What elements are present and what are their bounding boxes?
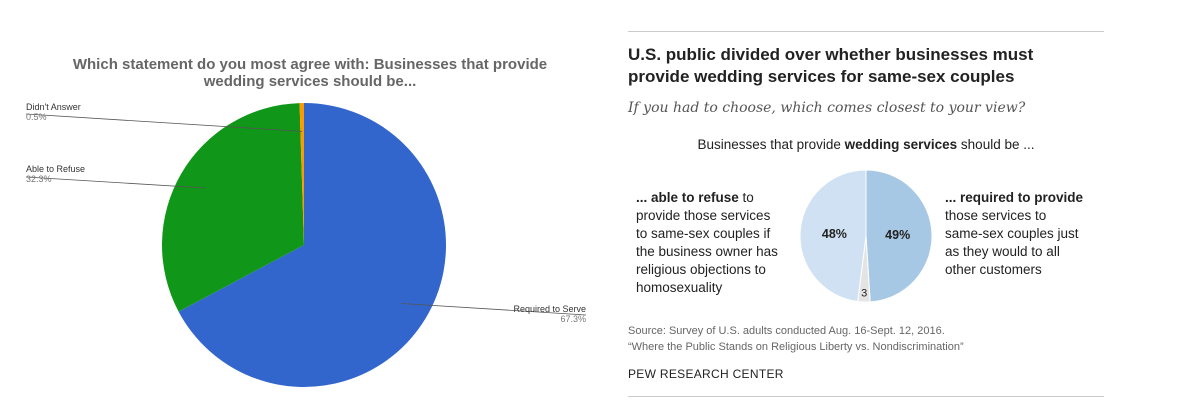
refuse-line-1: ... able to refuse to — [636, 189, 778, 207]
slice-value-didn-t-answer: 0.5% — [26, 112, 47, 122]
slice-value-able-to-refuse: 32.3% — [26, 174, 52, 184]
right-chart-title: U.S. public divided over whether busines… — [628, 44, 1108, 88]
lead-text: Businesses that provide wedding services… — [628, 137, 1104, 152]
top-rule — [628, 31, 1104, 32]
pie-slice-able-to-refuse — [162, 103, 304, 312]
left-chart-title: Which statement do you most agree with: … — [40, 56, 580, 90]
right-pie-chart: 49% 3 48% — [799, 169, 933, 303]
require-bold: ... required to provide — [945, 190, 1084, 205]
require-description: ... required to provide those services t… — [945, 189, 1083, 279]
refuse-line: to same-sex couples if — [636, 226, 771, 241]
require-line: as they would to all — [945, 244, 1060, 259]
refuse-line-1-rest: to — [738, 190, 754, 205]
left-title-line-1: Which statement do you most agree with: … — [72, 56, 548, 73]
require-line: other customers — [945, 262, 1042, 277]
left-title-line-2: wedding services should be... — [203, 73, 417, 90]
require-line-1: ... required to provide — [945, 189, 1083, 207]
refuse-line: homosexuality — [636, 280, 723, 295]
left-chart-panel: Which statement do you most agree with: … — [25, 56, 587, 388]
source-line-2: “Where the Public Stands on Religious Li… — [628, 341, 964, 353]
refuse-description: ... able to refuse to provide those serv… — [636, 189, 778, 297]
bottom-rule — [628, 396, 1104, 397]
lead-prefix: Businesses that provide — [697, 137, 845, 152]
right-title-line-2: provide wedding services for same-sex co… — [628, 67, 1015, 86]
require-line: same-sex couples just — [945, 226, 1079, 241]
slice-label-required-to-serve: Required to Serve — [513, 304, 586, 314]
leader-line-required-to-serve — [401, 303, 587, 316]
lead-suffix: should be ... — [957, 137, 1035, 152]
refuse-bold: ... able to refuse — [636, 190, 739, 205]
pie-slice-required-to-serve — [178, 103, 447, 388]
slice-label-didn-t-answer: Didn't Answer — [26, 102, 81, 112]
require-line: those services to — [945, 208, 1047, 223]
brand-label: PEW RESEARCH CENTER — [628, 367, 784, 381]
slice-value-required-to-serve: 67.3% — [560, 314, 586, 324]
leader-line-didn-t-answer — [25, 113, 303, 132]
source-line-1: Source: Survey of U.S. adults conducted … — [628, 325, 945, 337]
refuse-line: religious objections to — [636, 262, 766, 277]
slice-value-able-to-refuse: 48% — [822, 227, 847, 241]
right-title-line-1: U.S. public divided over whether busines… — [628, 45, 1034, 64]
slice-value-required-to-provide: 49% — [885, 228, 910, 242]
right-chart-subtitle: If you had to choose, which comes closes… — [628, 100, 1026, 116]
slice-value-no-answer: 3 — [861, 288, 867, 300]
source-note: Source: Survey of U.S. adults conducted … — [628, 323, 964, 355]
pie-slice-didn-t-answer — [299, 103, 304, 245]
refuse-line: the business owner has — [636, 244, 778, 259]
pie-slice-required-to-provide — [865, 169, 933, 303]
right-chart-panel: U.S. public divided over whether busines… — [600, 0, 1190, 416]
leader-line-able-to-refuse — [25, 176, 206, 189]
slice-label-able-to-refuse: Able to Refuse — [26, 164, 85, 174]
refuse-line: provide those services — [636, 208, 771, 223]
lead-bold: wedding services — [844, 137, 958, 152]
pie-slice-able-to-refuse — [799, 169, 867, 303]
